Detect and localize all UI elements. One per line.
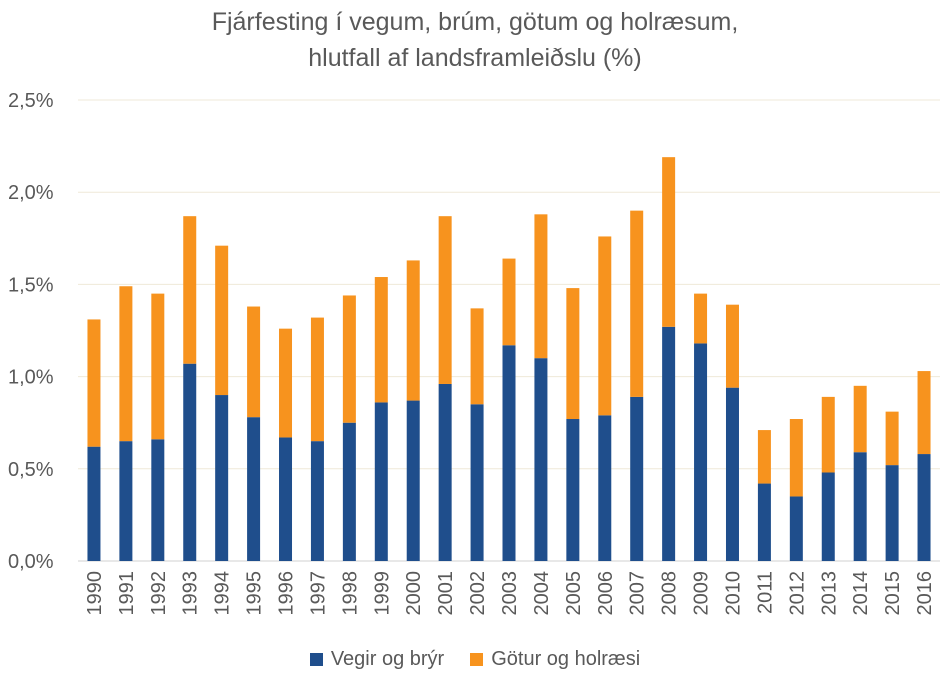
x-tick-label: 1990: [84, 571, 106, 616]
bar-gotur-2015: [885, 411, 899, 466]
x-tick-label: 1992: [148, 571, 170, 616]
bar-vegir-2006: [598, 415, 612, 561]
bar-vegir-2005: [566, 419, 580, 561]
bar-vegir-2004: [534, 358, 548, 561]
x-tick-label: 1993: [180, 571, 202, 616]
x-tick-label: 2003: [499, 571, 521, 616]
bar-vegir-2001: [438, 383, 452, 561]
y-tick-label: 2,0%: [8, 182, 54, 204]
bar-vegir-2012: [789, 496, 803, 561]
legend: Vegir og brýr Götur og holræsi: [0, 648, 950, 671]
x-tick-label: 2006: [595, 571, 617, 616]
bar-vegir-2014: [853, 452, 867, 561]
x-tick-label: 2002: [467, 571, 489, 616]
bar-vegir-1990: [87, 446, 101, 561]
bar-gotur-1993: [183, 216, 197, 364]
legend-label-series-0: Vegir og brýr: [330, 648, 445, 670]
bar-vegir-2009: [694, 343, 708, 561]
bar-vegir-1995: [247, 417, 261, 561]
bar-gotur-2006: [598, 236, 612, 416]
bar-vegir-1993: [183, 363, 197, 561]
bar-gotur-2003: [502, 258, 516, 346]
x-tick-label: 1994: [212, 571, 234, 616]
bar-vegir-2003: [502, 345, 516, 561]
x-tick-label: 1998: [339, 571, 361, 616]
bar-vegir-2007: [630, 396, 644, 561]
bar-vegir-2015: [885, 465, 899, 561]
legend-swatch-series-0: [309, 653, 323, 666]
chart-title-block: Fjárfesting í vegum, brúm, götum og holr…: [0, 4, 950, 76]
bar-gotur-1991: [119, 286, 133, 442]
bar-gotur-1995: [247, 306, 261, 418]
x-tick-label: 2004: [531, 571, 553, 616]
bar-gotur-1992: [151, 293, 165, 440]
y-tick-label: 0,5%: [8, 459, 54, 481]
bar-vegir-1997: [310, 441, 324, 561]
x-tick-label: 1999: [371, 571, 393, 616]
legend-label-series-1: Götur og holræsi: [491, 648, 641, 670]
x-tick-label: 2015: [882, 571, 904, 616]
bar-vegir-1996: [279, 437, 293, 561]
bar-gotur-2008: [662, 157, 676, 327]
bar-gotur-2010: [725, 304, 739, 388]
legend-item-series-0: Vegir og brýr: [309, 648, 445, 671]
bar-gotur-1996: [279, 328, 293, 438]
bar-gotur-2016: [917, 371, 931, 455]
bar-gotur-1994: [215, 245, 229, 396]
legend-item-series-1: Götur og holræsi: [470, 648, 640, 671]
y-tick-label: 2,5%: [8, 90, 54, 112]
x-tick-label: 2016: [914, 571, 936, 616]
bar-gotur-2004: [534, 214, 548, 359]
bar-gotur-2002: [470, 308, 484, 405]
bar-vegir-1991: [119, 441, 133, 561]
x-tick-label: 2007: [627, 571, 649, 616]
x-tick-label: 2000: [403, 571, 425, 616]
bar-vegir-2010: [725, 387, 739, 561]
x-tick-label: 2001: [435, 571, 457, 616]
bar-vegir-2016: [917, 454, 931, 561]
bar-vegir-2002: [470, 404, 484, 561]
y-tick-label: 1,0%: [8, 367, 54, 389]
x-tick-label: 2009: [691, 571, 713, 616]
y-tick-label: 1,5%: [8, 274, 54, 296]
bar-gotur-2000: [406, 260, 420, 401]
bar-vegir-1998: [342, 422, 356, 561]
bar-gotur-1998: [342, 295, 356, 423]
bar-vegir-1992: [151, 439, 165, 561]
x-tick-label: 2013: [818, 571, 840, 616]
x-tick-label: 2008: [659, 571, 681, 616]
bar-gotur-2005: [566, 288, 580, 420]
bar-gotur-2012: [789, 419, 803, 497]
x-tick-label: 2012: [786, 571, 808, 616]
bar-gotur-2011: [757, 430, 771, 484]
x-tick-label: 2014: [850, 571, 872, 616]
bar-gotur-1990: [87, 319, 101, 447]
x-tick-label: 1996: [276, 571, 298, 616]
bar-gotur-2013: [821, 396, 835, 473]
bar-vegir-1994: [215, 395, 229, 561]
chart-subtitle: hlutfall af landsframleiðslu (%): [308, 44, 642, 72]
bar-gotur-2007: [630, 210, 644, 397]
bar-vegir-2013: [821, 472, 835, 561]
bar-gotur-2009: [694, 293, 708, 344]
bar-gotur-2001: [438, 216, 452, 384]
bar-vegir-1999: [374, 402, 388, 561]
x-tick-label: 1991: [116, 571, 138, 616]
x-tick-label: 2011: [754, 571, 776, 614]
bar-gotur-1999: [374, 277, 388, 403]
x-tick-label: 1995: [244, 571, 266, 616]
bar-gotur-2014: [853, 385, 867, 453]
x-tick-label: 1997: [307, 571, 329, 616]
x-tick-label: 2010: [722, 571, 744, 616]
legend-swatch-series-1: [470, 653, 484, 666]
bar-vegir-2000: [406, 400, 420, 561]
bar-vegir-2008: [662, 326, 676, 561]
bar-gotur-1997: [310, 317, 324, 442]
y-tick-label: 0,0%: [8, 551, 54, 573]
x-tick-label: 2005: [563, 571, 585, 616]
bar-vegir-2011: [757, 483, 771, 561]
chart-title: Fjárfesting í vegum, brúm, götum og holr…: [211, 8, 739, 36]
